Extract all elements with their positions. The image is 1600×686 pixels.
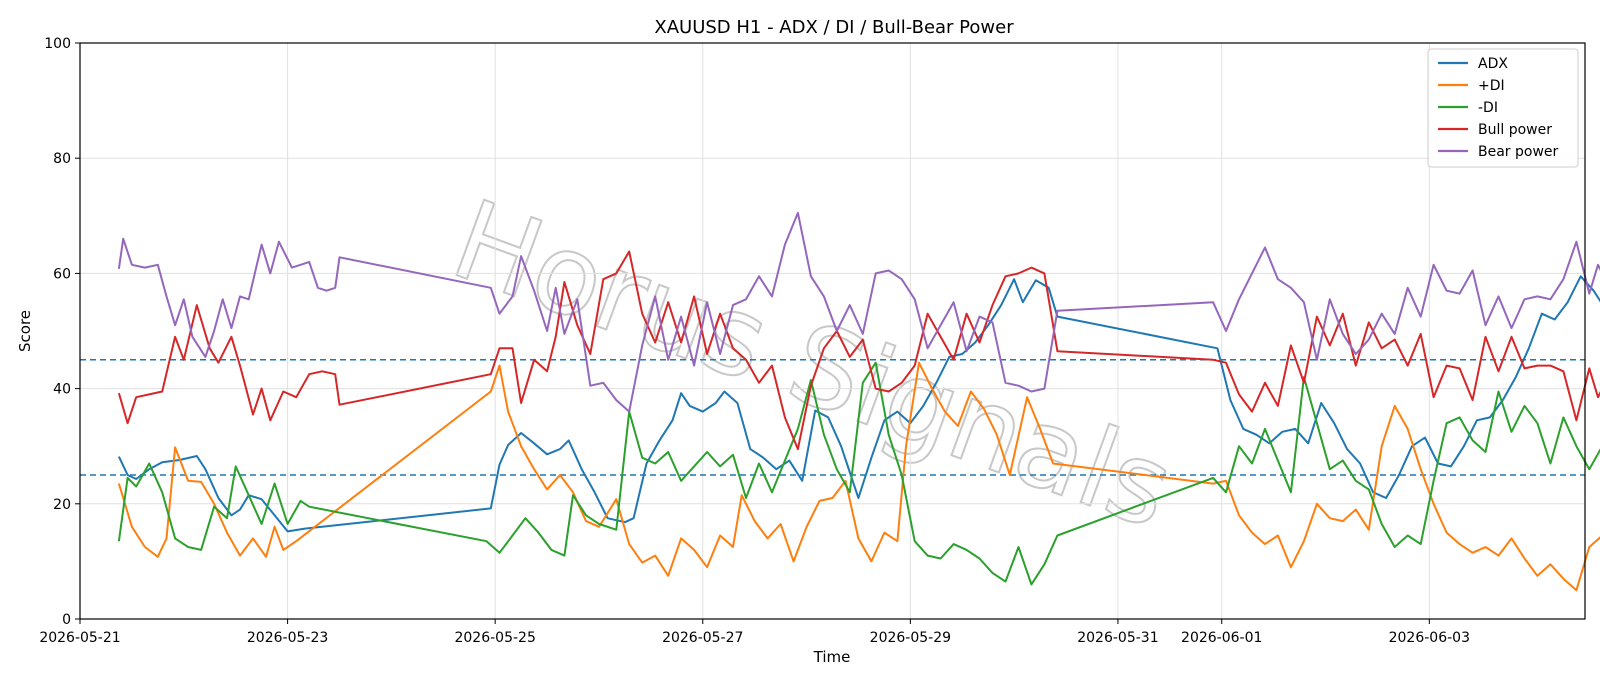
x-axis-label: Time (813, 648, 851, 666)
reference-lines (80, 359, 1585, 476)
plot-area-frame (79, 42, 1586, 620)
x-tick-label: 2026-06-01 (1181, 630, 1262, 646)
series-line-adx (117, 275, 1600, 533)
y-tick-label: 80 (53, 151, 71, 167)
series-lines (117, 211, 1600, 592)
series-line-bear-power (117, 211, 1600, 413)
legend-label: Bull power (1478, 122, 1552, 138)
y-tick-label: 60 (53, 266, 71, 282)
legend-box (1427, 48, 1579, 168)
y-tick-label: 20 (53, 497, 71, 513)
series-line-bull-power (117, 250, 1600, 451)
y-axis: 0 20 40 60 80 100 (44, 36, 80, 628)
y-tick-label: 100 (44, 36, 71, 52)
y-axis-label: Score (16, 310, 34, 352)
x-tick-label: 2026-05-21 (39, 630, 120, 646)
legend-label: +DI (1478, 78, 1505, 94)
x-tick-label: 2026-05-29 (870, 630, 951, 646)
legend-label: Bear power (1478, 144, 1559, 160)
legend: ADX +DI -DI Bull power Bear power (1427, 48, 1579, 168)
x-axis: 2026-05-21 2026-05-23 2026-05-25 2026-05-27… (39, 619, 1470, 646)
x-tick-label: 2026-06-03 (1389, 630, 1470, 646)
legend-label: -DI (1478, 100, 1498, 116)
x-tick-label: 2026-05-23 (247, 630, 328, 646)
x-tick-label: 2026-05-31 (1077, 630, 1158, 646)
y-tick-label: 0 (62, 612, 71, 628)
legend-label: ADX (1478, 56, 1508, 72)
series-line-di (117, 361, 1600, 592)
x-tick-label: 2026-05-27 (662, 630, 743, 646)
x-tick-label: 2026-05-25 (454, 630, 535, 646)
y-tick-label: 40 (53, 382, 71, 398)
watermark-text: Horus Signals (438, 175, 1189, 553)
chart-title: XAUUSD H1 - ADX / DI / Bull-Bear Power (654, 17, 1014, 38)
series-line-di (117, 361, 1600, 586)
